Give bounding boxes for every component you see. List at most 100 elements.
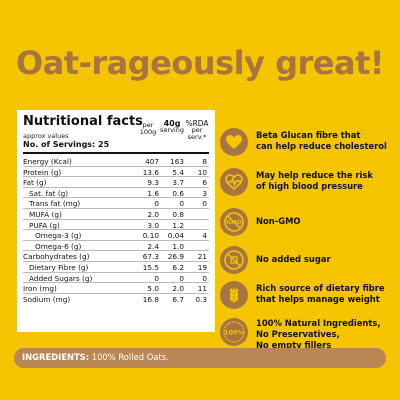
row-rda: 0 bbox=[202, 199, 207, 209]
feature-line: that helps manage weight bbox=[256, 294, 380, 304]
row-per-serving: 6.7 bbox=[172, 294, 184, 304]
table-row: Fat (g) 9.3 3.7 6 bbox=[23, 177, 209, 188]
table-row: Carbohydrates (g) 67.3 26.9 21 bbox=[23, 251, 209, 262]
feature-line: May help reduce the risk bbox=[256, 170, 373, 180]
row-per-100g: 9.3 bbox=[147, 178, 159, 188]
row-label: Carbohydrates (g) bbox=[23, 252, 90, 262]
column-header-rda-line2: per bbox=[191, 126, 203, 134]
row-label: Added Sugars (g) bbox=[29, 273, 93, 283]
feature-line: of high blood pressure bbox=[256, 181, 363, 191]
header-divider bbox=[23, 152, 209, 154]
row-per-100g: 0.10 bbox=[142, 231, 159, 241]
table-row: Omega-6 (g) 2.4 1.0 bbox=[23, 241, 209, 252]
row-per-100g: 16.8 bbox=[142, 294, 159, 304]
table-row: Protein (g) 13.6 5.4 10 bbox=[23, 167, 209, 178]
column-header-rda-line1: %RDA bbox=[185, 119, 209, 128]
feature-line: 100% Natural Ingredients, bbox=[256, 318, 381, 328]
ingredients-text: INGREDIENTS: 100% Rolled Oats. bbox=[22, 352, 169, 362]
row-per-100g: 2.4 bbox=[147, 241, 159, 251]
row-per-serving: 5.4 bbox=[172, 167, 184, 177]
column-header-per-100g-line1: per bbox=[142, 121, 154, 129]
row-label: Iron (mg) bbox=[23, 284, 57, 294]
row-per-serving: 1.2 bbox=[172, 220, 184, 230]
nutrition-title: Nutritional facts bbox=[23, 114, 143, 129]
row-label: Omega-6 (g) bbox=[35, 241, 82, 251]
row-per-100g: 1.6 bbox=[147, 188, 159, 198]
table-row: Added Sugars (g) 0 0 0 bbox=[23, 273, 209, 284]
row-per-100g: 13.6 bbox=[142, 167, 159, 177]
row-per-100g: 0 bbox=[154, 199, 159, 209]
table-row: PUFA (g) 3.0 1.2 bbox=[23, 220, 209, 231]
row-per-100g: 67.3 bbox=[142, 252, 159, 262]
row-label: Trans fat (mg) bbox=[29, 199, 81, 209]
wheat-icon bbox=[220, 281, 248, 309]
row-label: Protein (g) bbox=[23, 167, 62, 177]
row-per-serving: 26.9 bbox=[167, 252, 184, 262]
column-header-serving: 40g serving bbox=[159, 120, 185, 134]
row-per-serving: 2.0 bbox=[172, 284, 184, 294]
table-row: Energy (Kcal) 407 163 8 bbox=[23, 156, 209, 167]
row-per-serving: 6.2 bbox=[172, 262, 184, 272]
row-per-serving: 163 bbox=[170, 157, 184, 166]
row-per-serving: 0.8 bbox=[172, 209, 184, 219]
nutrition-panel: Nutritional facts approx values No. of S… bbox=[17, 110, 215, 332]
table-row: MUFA (g) 2.0 0.8 bbox=[23, 209, 209, 220]
row-rda: 10 bbox=[197, 167, 207, 177]
column-header-per-100g: per 100g bbox=[135, 122, 161, 136]
row-label: Sodium (mg) bbox=[23, 294, 71, 304]
natural-badge-text: 100% bbox=[224, 328, 244, 336]
table-row: Sat. fat (g) 1.6 0.6 3 bbox=[23, 188, 209, 199]
row-per-100g: 5.0 bbox=[147, 284, 159, 294]
feature-line: Rich source of dietary fibre bbox=[256, 283, 385, 293]
feature-line: No Preservatives, bbox=[256, 329, 340, 339]
feature-line: Beta Glucan fibre that bbox=[256, 130, 361, 140]
feature-line: No added sugar bbox=[256, 254, 331, 264]
row-label: Omega-3 (g) bbox=[35, 231, 82, 241]
table-row: Sodium (mg) 16.8 6.7 0.3 bbox=[23, 294, 209, 304]
feature-text: Non-GMO bbox=[256, 216, 396, 227]
row-rda: 0.3 bbox=[195, 294, 207, 304]
feature-text: Rich source of dietary fibre that helps … bbox=[256, 283, 396, 305]
feature-text: Beta Glucan fibre that can help reduce c… bbox=[256, 130, 396, 152]
no-sugar-icon bbox=[220, 246, 248, 274]
table-row: Iron (mg) 5.0 2.0 11 bbox=[23, 283, 209, 294]
feature-text: No added sugar bbox=[256, 254, 396, 265]
row-rda: 11 bbox=[197, 284, 207, 294]
feature-line: Non-GMO bbox=[256, 216, 301, 226]
row-label: Sat. fat (g) bbox=[29, 188, 69, 198]
row-per-serving: 3.7 bbox=[172, 178, 184, 188]
row-label: MUFA (g) bbox=[29, 209, 62, 219]
row-rda: 21 bbox=[197, 252, 207, 262]
heart-icon bbox=[220, 128, 248, 156]
row-per-100g: 2.0 bbox=[147, 209, 159, 219]
row-rda: 3 bbox=[202, 188, 207, 198]
natural-100-icon: 100% bbox=[220, 318, 248, 346]
column-header-rda: %RDA per serv.* bbox=[183, 120, 211, 141]
servings-count: No. of Servings: 25 bbox=[23, 140, 110, 149]
heartbeat-icon bbox=[220, 168, 248, 196]
column-header-rda-line3: serv.* bbox=[187, 133, 207, 141]
table-row: Trans fat (mg) 0 0 0 bbox=[23, 198, 209, 209]
row-per-100g: 3.0 bbox=[147, 220, 159, 230]
row-per-serving: 0.04 bbox=[167, 231, 184, 241]
row-label: Dietary Fibre (g) bbox=[29, 262, 89, 272]
feature-line: No empty fillers bbox=[256, 340, 332, 350]
feature-line: can help reduce cholesterol bbox=[256, 141, 387, 151]
row-per-serving: 0 bbox=[179, 199, 184, 209]
column-header-per-100g-line2: 100g bbox=[139, 128, 157, 136]
no-gmo-icon: GMO bbox=[220, 208, 248, 236]
gmo-badge-text: GMO bbox=[227, 220, 242, 226]
row-label: Fat (g) bbox=[23, 178, 47, 188]
nutrition-subtitle: approx values bbox=[23, 132, 69, 140]
nutrition-table: Energy (Kcal) 407 163 8 Protein (g) 13.6 5.4 1… bbox=[23, 156, 209, 304]
ingredients-bar: INGREDIENTS: 100% Rolled Oats. bbox=[14, 348, 386, 368]
headline: Oat-rageously great! bbox=[15, 44, 385, 82]
table-row: Dietary Fibre (g) 15.5 6.2 19 bbox=[23, 262, 209, 273]
row-rda: 8 bbox=[202, 157, 207, 166]
row-rda: 6 bbox=[202, 178, 207, 188]
table-row: Omega-3 (g) 0.10 0.04 4 bbox=[23, 230, 209, 241]
row-label: Energy (Kcal) bbox=[23, 157, 72, 166]
row-rda: 0 bbox=[202, 273, 207, 283]
row-rda: 19 bbox=[197, 262, 207, 272]
row-per-serving: 0 bbox=[179, 273, 184, 283]
